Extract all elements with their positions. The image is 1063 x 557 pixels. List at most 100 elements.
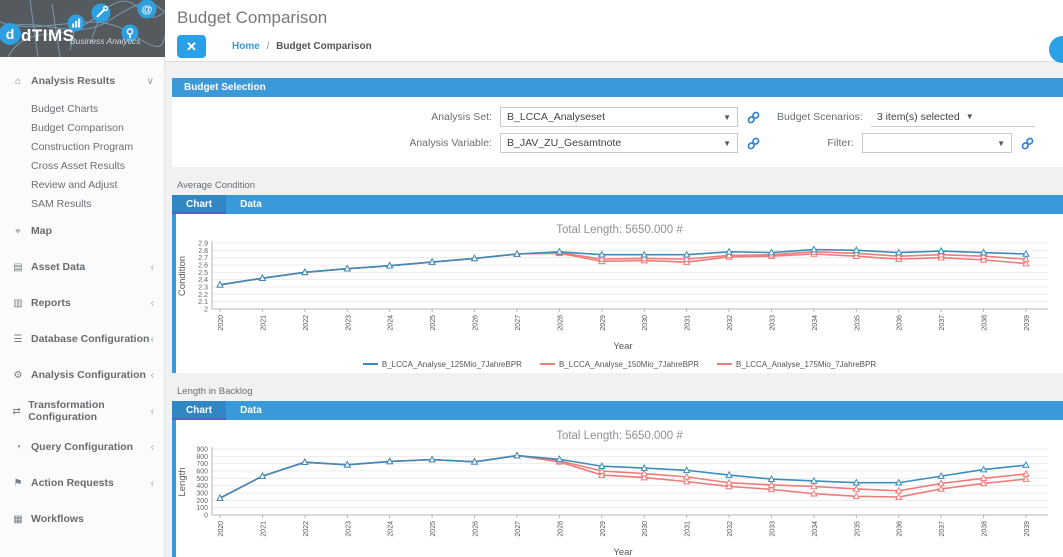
sidebar-item-asset-data[interactable]: ▤ Asset Data ‹ <box>0 249 164 285</box>
sidebar-item-map[interactable]: ⌖ Map <box>0 213 164 249</box>
legend-swatch <box>717 363 733 365</box>
svg-text:2024: 2024 <box>388 521 395 537</box>
svg-text:2038: 2038 <box>982 315 989 331</box>
floating-action-button[interactable] <box>1049 36 1063 63</box>
svg-text:2027: 2027 <box>515 521 522 537</box>
query-icon: ◔ <box>14 441 22 453</box>
svg-text:2026: 2026 <box>473 521 480 537</box>
logo[interactable]: @ d dTIMS Business Analytics <box>0 0 165 57</box>
svg-text:2.4: 2.4 <box>198 277 208 284</box>
link-icon[interactable] <box>1020 136 1035 151</box>
sidebar-nav: ⌂ Analysis Results ∨ Budget Charts Budget Co… <box>0 57 164 537</box>
sidebar-item-analysis-results[interactable]: ⌂ Analysis Results ∨ <box>0 63 164 99</box>
budget-selection-header: Budget Selection <box>172 78 1063 97</box>
legend-label: B_LCCA_Analyse_150Mio_7JahreBPR <box>558 359 700 369</box>
chevron-down-icon: ▼ <box>997 138 1005 148</box>
chevron-down-icon: ▼ <box>965 112 974 121</box>
tabbar: Chart Data <box>172 195 1063 214</box>
svg-text:2033: 2033 <box>769 315 776 331</box>
svg-text:100: 100 <box>196 505 208 512</box>
sidebar-item-label: Asset Data <box>31 261 86 273</box>
filter-select[interactable]: ▼ <box>861 133 1012 153</box>
workflows-icon: ▦ <box>13 513 23 525</box>
sidebar-item-workflows[interactable]: ▦ Workflows <box>0 501 164 537</box>
close-button[interactable]: ✕ <box>177 35 206 58</box>
svg-text:600: 600 <box>196 469 208 476</box>
svg-text:2035: 2035 <box>854 315 861 331</box>
svg-text:2030: 2030 <box>642 315 649 331</box>
svg-text:2.6: 2.6 <box>198 263 208 270</box>
svg-text:2.7: 2.7 <box>198 255 208 262</box>
sidebar-subitem-cross-asset-results[interactable]: Cross Asset Results <box>31 159 125 172</box>
sidebar-item-label: Analysis Results <box>31 75 116 87</box>
link-icon[interactable] <box>746 110 761 125</box>
average-condition-chart: 2 2.1 2.2 2.3 2.4 2.5 2.6 2.7 2.8 2.9 2020 2021 2022… <box>176 238 1063 357</box>
sidebar-item-database-configuration[interactable]: ☰ Database Configuration ‹ <box>0 321 164 357</box>
database-icon: ☰ <box>13 333 23 345</box>
budget-scenarios-label: Budget Scenarios: <box>777 111 863 123</box>
chevron-left-icon: ‹ <box>150 333 154 345</box>
svg-text:2.5: 2.5 <box>198 270 208 277</box>
sidebar-item-reports[interactable]: ▥ Reports ‹ <box>0 285 164 321</box>
main-area: Budget Comparison ✕ Home / Budget Compar… <box>165 0 1063 557</box>
sidebar-subitem-budget-charts[interactable]: Budget Charts <box>31 102 99 115</box>
sidebar-item-query-configuration[interactable]: ◔ Query Configuration ‹ <box>0 429 164 465</box>
svg-text:700: 700 <box>196 461 208 468</box>
analysis-set-select[interactable]: B_LCCA_Analyseset ▼ <box>500 107 738 127</box>
sidebar-subitem-budget-comparison[interactable]: Budget Comparison <box>31 121 124 134</box>
svg-text:2023: 2023 <box>345 315 352 331</box>
svg-text:2032: 2032 <box>727 315 734 331</box>
analysis-variable-select[interactable]: B_JAV_ZU_Gesamtnote ▼ <box>500 133 738 153</box>
svg-text:2039: 2039 <box>1024 521 1031 537</box>
sidebar-subitem-sam-results[interactable]: SAM Results <box>31 197 92 210</box>
sidebar-subitem-construction-program[interactable]: Construction Program <box>31 140 134 153</box>
logo-network-graphic: @ d dTIMS Business Analytics <box>0 0 165 57</box>
breadcrumb-current: Budget Comparison <box>276 41 372 52</box>
sidebar-item-label: Map <box>31 225 52 237</box>
svg-text:200: 200 <box>196 498 208 505</box>
chevron-left-icon: ‹ <box>150 405 154 417</box>
svg-text:2026: 2026 <box>473 315 480 331</box>
breadcrumb: Home / Budget Comparison <box>232 41 372 52</box>
sidebar-item-action-requests[interactable]: ⚑ Action Requests ‹ <box>0 465 164 501</box>
average-condition-panel: Chart Data Total Length: 5650.000 # 2 2.1 2… <box>172 195 1063 373</box>
action-requests-icon: ⚑ <box>13 477 23 489</box>
tab-chart[interactable]: Chart <box>172 401 227 420</box>
budget-scenarios-select[interactable]: 3 item(s) selected ▼ <box>870 107 1035 127</box>
svg-text:2034: 2034 <box>812 521 819 537</box>
sidebar-item-label: Transformation Configuration <box>28 399 105 423</box>
sidebar-item-analysis-configuration[interactable]: ⚙ Analysis Configuration ‹ <box>0 357 164 393</box>
svg-text:2022: 2022 <box>303 521 310 537</box>
tab-chart[interactable]: Chart <box>172 195 227 214</box>
chart-total-length: Total Length: 5650.000 # <box>556 224 683 236</box>
svg-text:2029: 2029 <box>600 521 607 537</box>
chevron-left-icon: ‹ <box>150 297 154 309</box>
svg-text:2022: 2022 <box>303 315 310 331</box>
svg-text:2033: 2033 <box>769 521 776 537</box>
section-label-average-condition: Average Condition <box>177 180 255 191</box>
svg-text:400: 400 <box>196 483 208 490</box>
sidebar-subitem-review-and-adjust[interactable]: Review and Adjust <box>31 178 118 191</box>
transformation-icon: ⇄ <box>12 405 21 417</box>
breadcrumb-home-link[interactable]: Home <box>232 41 260 52</box>
tab-data[interactable]: Data <box>240 405 262 416</box>
filter-label: Filter: <box>827 137 854 149</box>
tab-data[interactable]: Data <box>240 199 262 210</box>
chevron-left-icon: ‹ <box>150 369 154 381</box>
chevron-left-icon: ‹ <box>150 441 154 453</box>
sidebar-item-transformation-configuration[interactable]: ⇄ Transformation Configuration ‹ <box>0 393 164 429</box>
svg-text:d: d <box>6 26 15 42</box>
link-icon[interactable] <box>746 136 761 151</box>
svg-text:2.8: 2.8 <box>198 248 208 255</box>
svg-text:900: 900 <box>196 447 208 454</box>
svg-text:2021: 2021 <box>260 521 267 537</box>
svg-text:2: 2 <box>204 307 208 314</box>
svg-text:2027: 2027 <box>515 315 522 331</box>
svg-text:2.1: 2.1 <box>198 299 208 306</box>
svg-text:0: 0 <box>204 513 208 520</box>
length-in-backlog-chart: 0 100 200 300 400 500 600 700 800 900 2020 2021 2022… <box>176 444 1063 557</box>
svg-text:2029: 2029 <box>600 315 607 331</box>
svg-text:2025: 2025 <box>430 315 437 331</box>
svg-text:2.9: 2.9 <box>198 241 208 248</box>
bar-chart-icon <box>72 18 81 28</box>
